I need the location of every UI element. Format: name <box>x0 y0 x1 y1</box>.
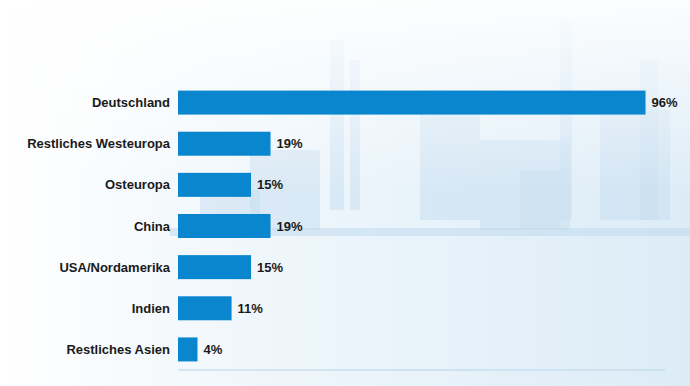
data-label: 96% <box>652 95 678 110</box>
bar <box>178 173 251 197</box>
category-label: Deutschland <box>92 95 170 110</box>
category-label: Osteuropa <box>105 177 171 192</box>
data-label: 19% <box>277 136 303 151</box>
background-haze <box>0 0 690 386</box>
labels: Deutschland 96% Restliches Westeuropa 19% Os… <box>27 95 678 357</box>
data-label: 4% <box>203 342 222 357</box>
bar <box>178 132 271 156</box>
category-label: China <box>134 219 171 234</box>
background-fill <box>0 0 690 386</box>
category-label: Restliches Asien <box>66 342 170 357</box>
bar <box>178 91 646 115</box>
data-label: 19% <box>277 219 303 234</box>
bar <box>178 296 232 320</box>
category-label: Restliches Westeuropa <box>27 136 171 151</box>
bar <box>178 214 271 238</box>
category-label: Indien <box>132 301 170 316</box>
data-label: 15% <box>257 177 283 192</box>
bar <box>178 337 197 361</box>
data-label: 15% <box>257 260 283 275</box>
x-axis-line <box>178 370 665 371</box>
data-label: 11% <box>238 301 264 316</box>
bars <box>178 91 646 362</box>
background <box>0 0 690 386</box>
category-label: USA/Nordamerika <box>59 260 170 275</box>
bar <box>178 255 251 279</box>
